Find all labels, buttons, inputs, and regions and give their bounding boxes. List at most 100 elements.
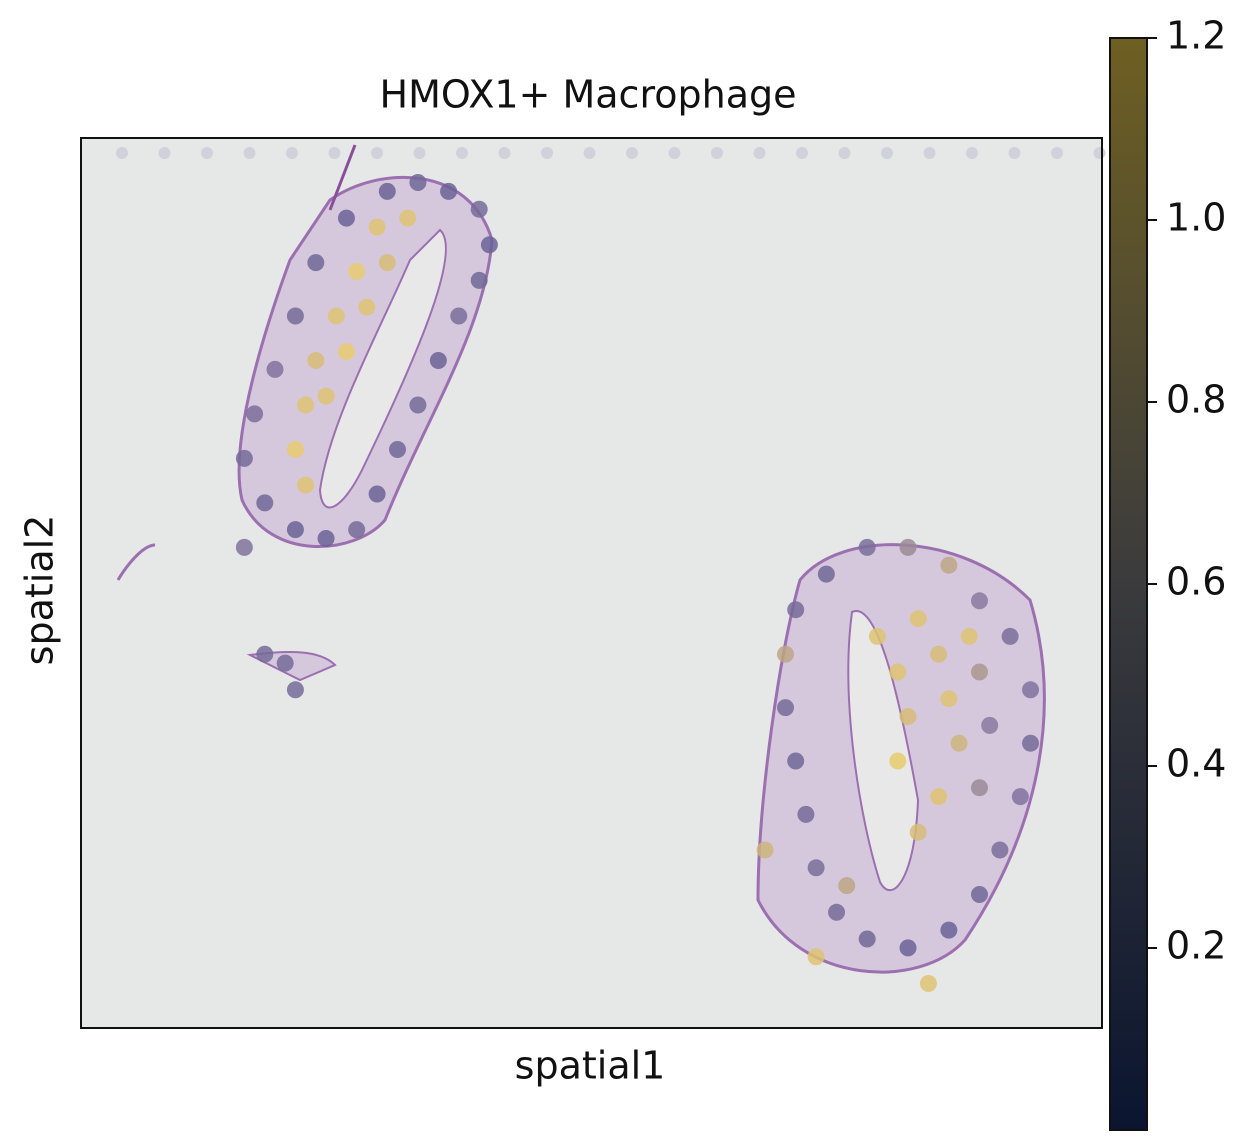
x-axis-label: spatial1 xyxy=(515,1044,666,1088)
spot xyxy=(889,663,907,681)
spot xyxy=(297,396,315,414)
spot xyxy=(807,859,825,877)
spot xyxy=(940,690,958,708)
colorbar-tick-label: 1.0 xyxy=(1166,196,1226,240)
spot xyxy=(480,236,498,254)
fiducial-dot xyxy=(201,147,213,159)
fiducial-dot xyxy=(456,147,468,159)
spot xyxy=(807,948,825,966)
spot xyxy=(286,441,304,458)
fiducial-dot xyxy=(838,147,851,159)
spot xyxy=(1001,627,1019,645)
fiducial-dot xyxy=(1008,147,1021,159)
spot xyxy=(797,805,815,823)
spot xyxy=(1011,788,1029,806)
fiducial-dot xyxy=(1093,147,1106,159)
fiducial-dot xyxy=(923,147,936,159)
spot xyxy=(828,903,846,921)
spot xyxy=(838,877,856,895)
spot xyxy=(787,752,805,770)
chart-title: HMOX1+ Macrophage xyxy=(380,73,797,117)
spot xyxy=(440,182,458,200)
spot xyxy=(470,271,488,289)
spot xyxy=(889,752,907,770)
spot xyxy=(246,405,264,423)
spot xyxy=(817,565,835,583)
spot xyxy=(286,521,304,539)
fiducial-dot xyxy=(966,147,978,159)
colorbar-tick-label: 0.4 xyxy=(1166,742,1226,786)
fiducial-dot xyxy=(116,147,128,159)
spot xyxy=(909,823,927,841)
spot xyxy=(981,716,999,734)
spot xyxy=(256,494,274,512)
spot xyxy=(368,485,386,503)
spot xyxy=(919,975,937,992)
spot xyxy=(991,841,1009,859)
fiducial-dot xyxy=(158,147,171,159)
colorbar-tick-label: 1.2 xyxy=(1166,14,1226,58)
spot xyxy=(970,663,988,681)
spot xyxy=(899,708,917,725)
spot xyxy=(970,886,988,903)
spot xyxy=(868,627,886,645)
fiducial-dot xyxy=(243,147,256,159)
spot xyxy=(378,254,396,272)
fiducial-dot xyxy=(626,147,638,159)
colorbar xyxy=(1109,37,1148,1131)
spot xyxy=(858,538,876,556)
fiducial-dots xyxy=(116,147,1106,159)
spot xyxy=(317,530,335,547)
spot xyxy=(317,387,335,405)
fiducial-dot xyxy=(328,147,341,159)
spot xyxy=(327,307,345,325)
spot xyxy=(235,449,253,467)
spot xyxy=(776,645,794,663)
y-axis-label: spatial2 xyxy=(18,515,62,666)
fiducial-dot xyxy=(498,147,511,159)
fiducial-dot xyxy=(413,147,426,159)
spot xyxy=(970,592,988,610)
fiducial-dot xyxy=(583,147,596,159)
tissue-hole xyxy=(847,610,920,892)
spot xyxy=(470,200,488,218)
spot xyxy=(276,654,294,672)
spot xyxy=(756,841,774,859)
spot xyxy=(899,939,917,957)
fiducial-dot xyxy=(881,147,893,159)
spot xyxy=(409,396,427,414)
spot xyxy=(858,930,876,948)
spot xyxy=(368,218,386,236)
spot xyxy=(1022,681,1040,699)
spot xyxy=(450,307,468,325)
spot xyxy=(348,521,366,539)
spot xyxy=(940,556,958,574)
spot xyxy=(297,476,315,494)
spot xyxy=(358,298,376,316)
spot xyxy=(970,779,988,797)
spot xyxy=(1022,734,1040,752)
spot xyxy=(337,209,355,227)
fiducial-dot xyxy=(541,147,553,159)
spot xyxy=(286,681,304,699)
spot xyxy=(930,788,948,806)
fiducial-dot xyxy=(796,147,808,159)
spot xyxy=(940,921,958,939)
fiducial-dot xyxy=(711,147,723,159)
spot xyxy=(950,734,968,752)
spot xyxy=(286,307,304,325)
tissue-fiber xyxy=(328,144,357,211)
spot xyxy=(256,645,274,663)
spot xyxy=(409,174,427,191)
colorbar-tick-label: 0.6 xyxy=(1166,560,1226,604)
spot xyxy=(399,209,417,227)
tissue-hole xyxy=(318,228,447,509)
spot xyxy=(899,538,917,556)
spot xyxy=(307,352,325,369)
colorbar-tick-label: 0.8 xyxy=(1166,378,1226,422)
fiducial-dot xyxy=(1051,147,1063,159)
tissue-fragment xyxy=(116,543,156,581)
spot xyxy=(378,182,396,200)
spot xyxy=(787,601,805,619)
spots xyxy=(235,174,1040,992)
